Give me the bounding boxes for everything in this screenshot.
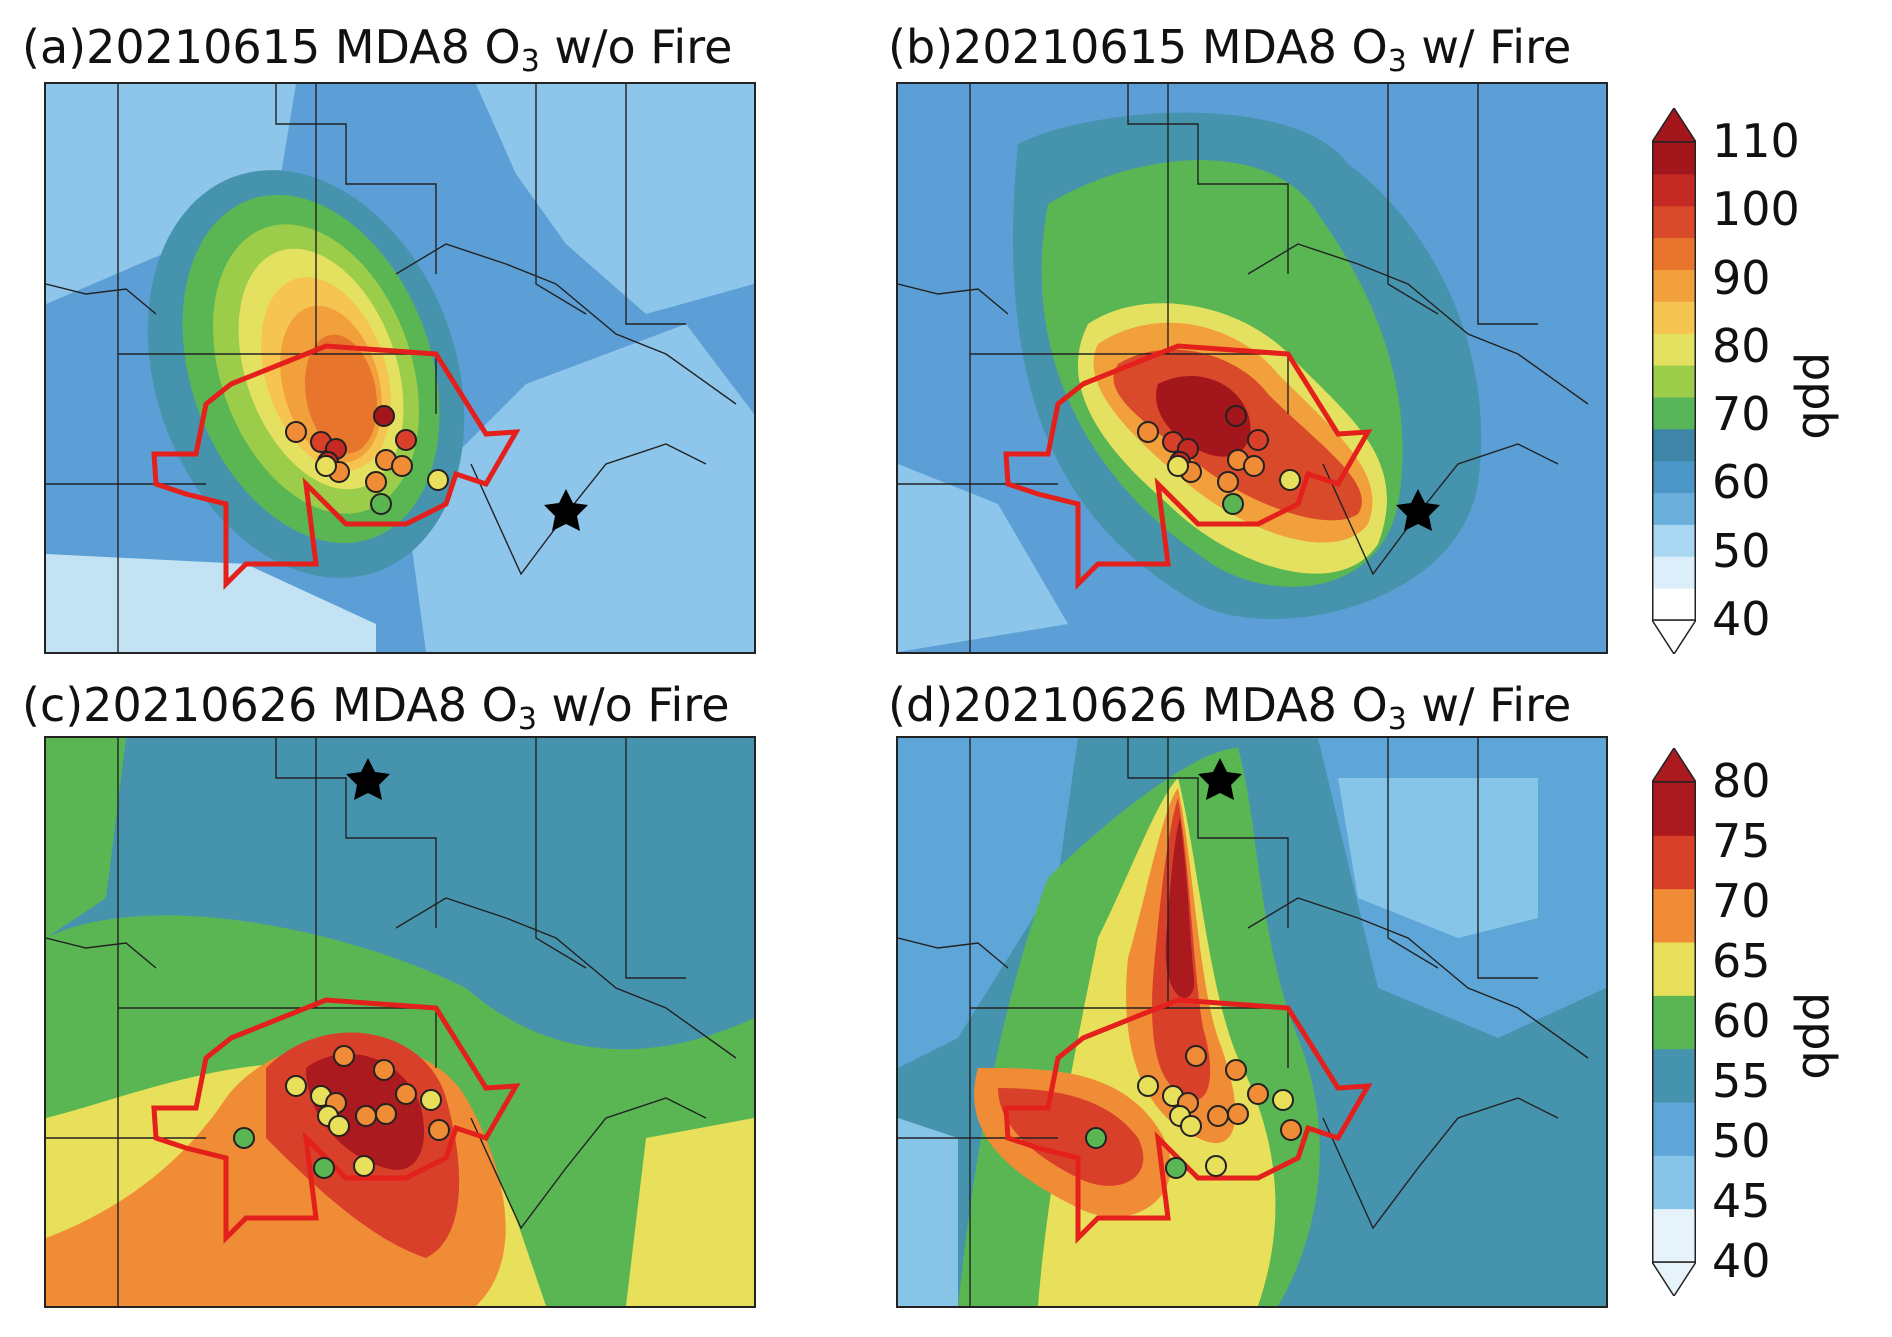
colorbar-top-segment [1652, 460, 1696, 494]
colorbar-bottom-extend-max [1652, 748, 1696, 783]
colorbar-bottom-segment [1652, 1155, 1696, 1210]
colorbar-bottom-tick-label: 65 [1712, 934, 1771, 988]
ozone-map-b [898, 84, 1606, 652]
colorbar-top-segment [1652, 556, 1696, 589]
colorbar-bottom-tick-label: 55 [1712, 1054, 1771, 1108]
colorbar-top-segment [1652, 524, 1696, 557]
colorbar-top-tick-label: 50 [1712, 523, 1771, 578]
colorbar-bottom-segment [1652, 782, 1696, 836]
colorbar-bottom-tick-label: 60 [1712, 994, 1771, 1048]
colorbar-top-extend-min [1652, 619, 1696, 654]
panel-title-a: (a)20210615 MDA8 O3 w/o Fire [22, 20, 733, 79]
colorbar-top-tick-label: 70 [1712, 387, 1771, 442]
colorbar-top-tick-label: 40 [1712, 592, 1771, 646]
colorbar-bottom-segment [1652, 835, 1696, 890]
map-panel-b [896, 82, 1608, 654]
panel-title-b: (b)20210615 MDA8 O3 w/ Fire [888, 20, 1572, 79]
colorbar-top-segment [1652, 269, 1696, 302]
colorbar-top-segment [1652, 301, 1696, 334]
map-panel-c [44, 736, 756, 1308]
colorbar-top-unit: ppb [1792, 352, 1846, 440]
colorbar-top-segment [1652, 173, 1696, 207]
colorbar-bottom-segment [1652, 942, 1696, 996]
colorbar-top-tick-label: 110 [1712, 114, 1800, 168]
colorbar-bottom-tick-label: 75 [1712, 814, 1771, 868]
colorbar-top-segment [1652, 142, 1696, 175]
colorbar-top-tick-label: 80 [1712, 318, 1771, 373]
map-panel-a [44, 82, 756, 654]
colorbar-top-segment [1652, 333, 1696, 366]
colorbar-bottom-segment [1652, 1102, 1696, 1156]
colorbar-top-tick-label: 60 [1712, 455, 1771, 510]
ozone-map-c [46, 738, 754, 1306]
colorbar-bottom-tick-label: 80 [1712, 754, 1771, 808]
colorbar-bottom-tick-label: 40 [1712, 1234, 1771, 1288]
colorbar-top-tick-label: 90 [1712, 250, 1771, 305]
ozone-map-a [46, 84, 754, 652]
colorbar-top-segment [1652, 237, 1696, 270]
colorbar-bottom-segment [1652, 1208, 1696, 1263]
map-panel-d [896, 736, 1608, 1308]
colorbar-top-segment [1652, 588, 1696, 621]
panel-title-d: (d)20210626 MDA8 O3 w/ Fire [888, 678, 1572, 737]
colorbar-bottom-tick-label: 50 [1712, 1114, 1771, 1168]
colorbar-top-segment [1652, 396, 1696, 430]
colorbar-top-tick-label: 100 [1712, 182, 1800, 237]
colorbar-bottom-segment [1652, 888, 1696, 943]
ozone-map-d [898, 738, 1606, 1306]
colorbar-top-segment [1652, 428, 1696, 462]
colorbar-bottom-segment [1652, 1048, 1696, 1103]
colorbar-top-segment [1652, 365, 1696, 398]
colorbar-top-segment [1652, 205, 1696, 239]
panel-title-c: (c)20210626 MDA8 O3 w/o Fire [22, 678, 730, 737]
colorbar-bottom-tick-label: 70 [1712, 874, 1771, 928]
colorbar-top-segment [1652, 492, 1696, 525]
colorbar-bottom-unit: ppb [1792, 992, 1846, 1080]
colorbar-top [1652, 108, 1696, 654]
colorbar-bottom [1652, 748, 1696, 1296]
colorbar-bottom-extend-min [1652, 1261, 1696, 1296]
colorbar-bottom-tick-label: 45 [1712, 1174, 1771, 1228]
colorbar-bottom-segment [1652, 995, 1696, 1050]
colorbar-bottom-outline [1652, 781, 1696, 1263]
colorbar-top-outline [1652, 141, 1696, 621]
colorbar-top-extend-max [1652, 108, 1696, 143]
